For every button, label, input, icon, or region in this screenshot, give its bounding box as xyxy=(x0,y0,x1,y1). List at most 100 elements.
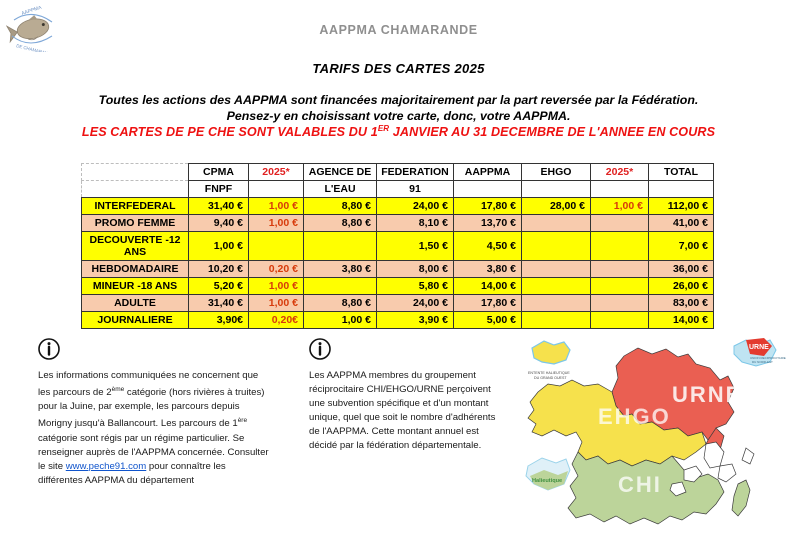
table-header-cell: TOTAL xyxy=(648,163,714,181)
svg-text:UNION RECIPROCITAIRE: UNION RECIPROCITAIRE xyxy=(750,356,786,360)
info-left-text: Les informations communiquées ne concern… xyxy=(38,369,270,488)
table-cell: 4,50 € xyxy=(453,231,522,261)
map-label-chi: CHI xyxy=(618,472,662,497)
table-header-cell: FEDERATION xyxy=(376,163,454,181)
validity-text-post: JANVIER AU 31 DECEMBRE DE L'ANNEE EN COU… xyxy=(389,125,716,140)
table-cell: 17,80 € xyxy=(453,197,522,215)
table-cell: 0,20 € xyxy=(248,260,304,278)
table-cell: 5,80 € xyxy=(376,277,454,295)
table-header-corner xyxy=(81,180,189,198)
table-header-cell: AAPPMA xyxy=(453,163,522,181)
svg-text:Halieutique: Halieutique xyxy=(532,478,562,484)
table-cell: 8,80 € xyxy=(303,197,377,215)
table-header-corner xyxy=(81,163,189,181)
svg-text:DU GRAND OUEST: DU GRAND OUEST xyxy=(534,376,567,380)
table-header-subcell: FNPF xyxy=(188,180,249,198)
table-row: JOURNALIERE 3,90€ 0,20€ 1,00 €3,90 €5,00 € 1… xyxy=(81,311,714,329)
map-label-urne: URNE xyxy=(672,382,742,407)
table-cell: 26,00 € xyxy=(648,277,714,295)
table-cell: 5,00 € xyxy=(453,311,522,329)
table-cell xyxy=(248,231,304,261)
table-cell xyxy=(521,260,591,278)
info-block-reciprocite: Les AAPPMA membres du groupement récipro… xyxy=(309,338,507,454)
table-cell: 112,00 € xyxy=(648,197,714,215)
table-cell: 7,00 € xyxy=(648,231,714,261)
table-cell: 0,20€ xyxy=(248,311,304,329)
info-block-parcours: Les informations communiquées ne concern… xyxy=(38,338,270,488)
map-region-chi xyxy=(567,451,751,525)
map-region-neutral xyxy=(669,441,755,497)
table-cell: 14,00 € xyxy=(648,311,714,329)
info-left-sup2: ère xyxy=(237,417,248,425)
table-cell: 1,00 € xyxy=(590,197,649,215)
table-header-subcell xyxy=(453,180,522,198)
table-cell: 8,00 € xyxy=(376,260,454,278)
table-cell: 41,00 € xyxy=(648,214,714,232)
table-cell xyxy=(303,231,377,261)
table-cell: 1,00 € xyxy=(188,231,249,261)
info-left-part1: Les informations communiquées ne concern… xyxy=(38,370,259,399)
info-icon xyxy=(38,338,60,360)
svg-text:ENTENTE HALIEUTIQUE: ENTENTE HALIEUTIQUE xyxy=(528,371,570,375)
intro-line-2: Pensez-y en choisissant votre carte, don… xyxy=(226,109,571,123)
table-cell: 9,40 € xyxy=(188,214,249,232)
table-row: INTERFEDERAL 31,40 €1,00 €8,80 €24,00 €17… xyxy=(81,197,714,215)
table-header-cell: 2025* xyxy=(590,163,649,181)
svg-text:DE CHAMARANDE: DE CHAMARANDE xyxy=(16,43,55,52)
validity-ordinal: ER xyxy=(377,124,390,133)
info-left-part2: catégorie (hors rivières à truites) pour… xyxy=(38,387,265,430)
svg-text:URNE: URNE xyxy=(749,344,769,351)
table-cell: 1,00 € xyxy=(248,214,304,232)
table-cell: 13,70 € xyxy=(453,214,522,232)
table-cell: 8,80 € xyxy=(303,214,377,232)
table-cell: 5,20 € xyxy=(188,277,249,295)
table-cell xyxy=(521,311,591,329)
table-header-cell: AGENCE DE xyxy=(303,163,377,181)
organization-name: AAPPMA CHAMARANDE xyxy=(319,23,478,37)
info-left-part3: catégorie sont régis par un régime parti… xyxy=(38,432,269,472)
table-cell: 8,10 € xyxy=(376,214,454,232)
table-row-label: PROMO FEMME xyxy=(81,214,189,232)
table-cell: 1,00 € xyxy=(248,294,304,312)
table-cell: 28,00 € xyxy=(521,197,591,215)
table-header-row-1: CPMA 2025* AGENCE DE FEDERATION AAPPMA EHGO 20… xyxy=(81,163,714,181)
table-cell: 24,00 € xyxy=(376,294,454,312)
table-cell: 3,90 € xyxy=(376,311,454,329)
table-cell: 14,00 € xyxy=(453,277,522,295)
table-cell xyxy=(590,311,649,329)
table-header-row-2: FNPF L'EAU 91 xyxy=(81,180,714,198)
table-header-subcell: L'EAU xyxy=(303,180,377,198)
table-cell: 1,00 € xyxy=(248,277,304,295)
map-badge-urne: URNE UNION RECIPROCITAIRE DU NORD-EST xyxy=(733,338,786,367)
table-cell: 31,40 € xyxy=(188,197,249,215)
table-row: DECOUVERTE -12 ANS 1,00 € 1,50 €4,50 € 7,00… xyxy=(81,231,714,261)
table-cell: 17,80 € xyxy=(453,294,522,312)
table-header-cell: CPMA xyxy=(188,163,249,181)
table-cell: 24,00 € xyxy=(376,197,454,215)
table-cell: 8,80 € xyxy=(303,294,377,312)
peche91-link[interactable]: www.peche91.com xyxy=(65,460,147,472)
svg-text:DU NORD-EST: DU NORD-EST xyxy=(752,360,773,364)
info-left-sup1: ème xyxy=(111,386,125,394)
table-cell xyxy=(521,277,591,295)
table-row: HEBDOMADAIRE 10,20 €0,20 €3,80 €8,00 €3,8… xyxy=(81,260,714,278)
tariff-table: CPMA 2025* AGENCE DE FEDERATION AAPPMA EHGO 20… xyxy=(81,163,714,329)
table-cell xyxy=(521,214,591,232)
reciprocity-map: URNE EHGO CHI ENTENTE HALIEUTIQUE DU GRA… xyxy=(520,332,792,548)
table-row: MINEUR -18 ANS 5,20 €1,00 € 5,80 €14,00 € 2… xyxy=(81,277,714,295)
validity-notice: LES CARTES DE PE CHE SONT VALABLES DU 1E… xyxy=(0,124,797,139)
table-row-label: MINEUR -18 ANS xyxy=(81,277,189,295)
table-cell: 3,80 € xyxy=(303,260,377,278)
table-cell: 3,80 € xyxy=(453,260,522,278)
validity-text-pre: LES CARTES DE PE CHE SONT VALABLES DU 1 xyxy=(81,125,378,140)
table-header-cell: 2025* xyxy=(248,163,304,181)
table-cell xyxy=(303,277,377,295)
table-cell xyxy=(521,294,591,312)
table-header-subcell xyxy=(590,180,649,198)
table-cell: 10,20 € xyxy=(188,260,249,278)
table-cell xyxy=(590,231,649,261)
table-cell: 83,00 € xyxy=(648,294,714,312)
table-row-label: ADULTE xyxy=(81,294,189,312)
info-icon xyxy=(309,338,331,360)
table-row: ADULTE 31,40 €1,00 €8,80 €24,00 €17,80 € 8… xyxy=(81,294,714,312)
